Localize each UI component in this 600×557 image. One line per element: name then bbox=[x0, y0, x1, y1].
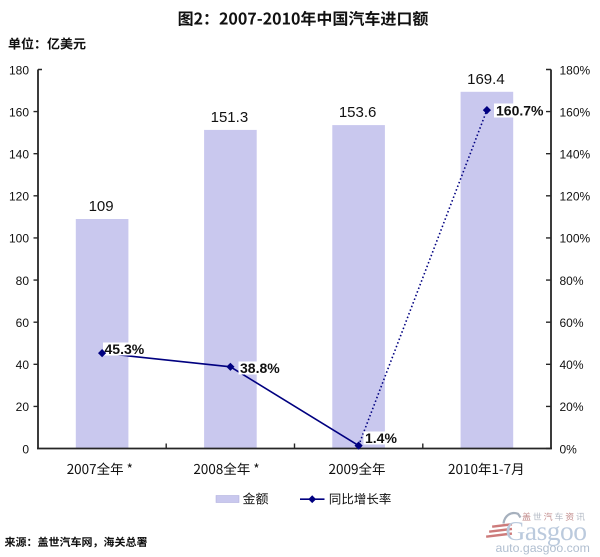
svg-text:100%: 100% bbox=[560, 232, 591, 246]
svg-text:100: 100 bbox=[9, 232, 29, 246]
svg-text:Gasgoo: Gasgoo bbox=[506, 515, 587, 546]
svg-text:151.3: 151.3 bbox=[211, 109, 249, 126]
svg-text:20%: 20% bbox=[560, 400, 584, 414]
svg-text:153.6: 153.6 bbox=[339, 104, 377, 121]
svg-text:60: 60 bbox=[16, 316, 30, 330]
svg-text:80: 80 bbox=[16, 274, 30, 288]
svg-text:20: 20 bbox=[16, 400, 30, 414]
svg-text:180%: 180% bbox=[560, 63, 591, 77]
svg-text:auto.gasgoo.com: auto.gasgoo.com bbox=[496, 541, 590, 555]
svg-text:169.4: 169.4 bbox=[467, 71, 505, 88]
svg-text:80%: 80% bbox=[560, 274, 584, 288]
svg-text:109: 109 bbox=[89, 198, 114, 215]
svg-text:40%: 40% bbox=[560, 358, 584, 372]
svg-text:45.3%: 45.3% bbox=[105, 341, 145, 357]
svg-text:120: 120 bbox=[9, 190, 29, 204]
svg-text:140%: 140% bbox=[560, 148, 591, 162]
svg-text:40: 40 bbox=[16, 358, 30, 372]
svg-text:0: 0 bbox=[22, 442, 29, 456]
svg-text:160: 160 bbox=[9, 105, 29, 119]
svg-text:160%: 160% bbox=[560, 105, 591, 119]
svg-text:0%: 0% bbox=[560, 442, 578, 456]
svg-text:140: 140 bbox=[9, 148, 29, 162]
svg-text:60%: 60% bbox=[560, 316, 584, 330]
svg-text:120%: 120% bbox=[560, 190, 591, 204]
svg-text:180: 180 bbox=[9, 63, 29, 77]
svg-text:160.7%: 160.7% bbox=[496, 103, 544, 119]
svg-text:38.8%: 38.8% bbox=[240, 360, 280, 376]
svg-text:1.4%: 1.4% bbox=[365, 430, 397, 446]
